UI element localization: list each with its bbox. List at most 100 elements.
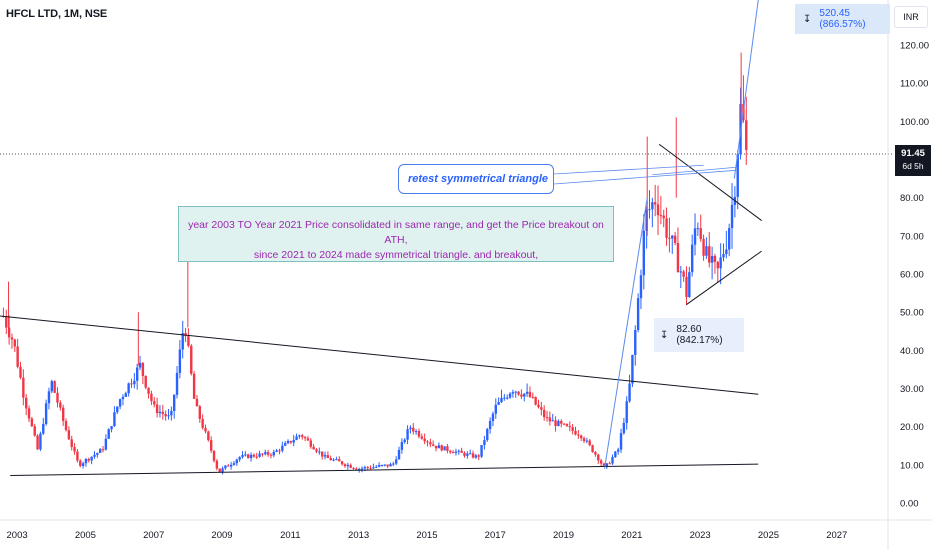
candle-body — [614, 451, 617, 458]
candle-body — [528, 391, 532, 397]
retest-callout[interactable]: retest symmetrical triangle — [398, 164, 554, 194]
candle-body — [224, 465, 227, 469]
candle-body — [406, 429, 409, 440]
candle-body — [190, 345, 193, 374]
candle-body — [286, 440, 290, 444]
candle-body — [346, 464, 349, 467]
candle-body — [87, 459, 90, 461]
measure-label-mid: ↧ 82.60 (842.17%) — [654, 318, 744, 352]
measure-line-mid — [604, 197, 648, 469]
candle-body — [64, 420, 68, 431]
candle-body — [585, 440, 589, 442]
candle-body — [375, 466, 378, 468]
consolidation-note[interactable]: year 2003 TO Year 2021 Price consolidate… — [178, 206, 614, 262]
candle-body — [625, 401, 628, 423]
candle-body — [187, 336, 190, 346]
callout-pointer-line — [553, 169, 738, 185]
candle-body — [696, 228, 700, 230]
candle-body — [668, 237, 671, 239]
y-tick-label: 70.00 — [900, 231, 924, 242]
candle-body — [81, 463, 85, 466]
candle-body — [306, 438, 310, 441]
candle-body — [238, 457, 241, 460]
measure-mid-text: 82.60 (842.17%) — [676, 324, 723, 346]
candle-body — [42, 424, 45, 434]
candle-body — [377, 465, 381, 467]
candle-body — [343, 464, 347, 467]
candle-body — [76, 451, 79, 461]
candle-body — [394, 459, 398, 464]
candle-body — [241, 455, 244, 458]
candle-body — [67, 430, 71, 440]
candle-body — [466, 453, 469, 456]
candle-body — [24, 397, 28, 409]
candle-body — [631, 354, 634, 384]
candle-body — [591, 445, 594, 453]
candle-body — [480, 445, 483, 457]
candle-body — [745, 120, 748, 150]
candle-body — [295, 436, 298, 440]
candle-body — [446, 446, 449, 451]
candle-body — [693, 228, 697, 245]
candle-body — [326, 455, 330, 459]
candle-body — [93, 454, 96, 457]
candle-body — [605, 463, 608, 466]
candle-body — [244, 454, 247, 456]
candle-body — [175, 372, 179, 395]
candle-body — [235, 459, 238, 464]
candle-body — [639, 275, 643, 299]
candle-body — [335, 459, 338, 461]
y-tick-label: 30.00 — [900, 384, 924, 395]
candle-body — [369, 467, 372, 469]
candle-body — [676, 242, 680, 273]
measure-line-top — [733, 0, 759, 179]
candle-body — [688, 272, 691, 298]
candle-body — [460, 450, 463, 453]
symbol-title[interactable]: HFCL LTD, 1M, NSE — [6, 8, 108, 20]
x-tick-label: 2003 — [7, 530, 28, 541]
candle-body — [198, 406, 201, 419]
candle-body — [315, 449, 318, 452]
measure-icon: ↧ — [803, 13, 812, 25]
candle-body — [673, 235, 677, 243]
candle-body — [486, 429, 489, 441]
candle-body — [207, 431, 210, 441]
candle-body — [172, 394, 176, 412]
candle-body — [434, 445, 438, 449]
x-tick-label: 2013 — [348, 530, 369, 541]
candle-body — [255, 456, 258, 458]
candle-body — [594, 452, 597, 455]
candle-body — [423, 438, 426, 442]
candle-body — [47, 391, 51, 404]
candle-body — [491, 413, 495, 421]
y-tick-label: 120.00 — [900, 41, 929, 52]
currency-button[interactable]: INR — [894, 6, 928, 28]
candle-body — [33, 426, 36, 436]
candle-body — [682, 271, 685, 277]
candle-body — [409, 427, 412, 430]
candle-body — [500, 397, 503, 403]
candle-body — [392, 463, 395, 465]
candle-body — [352, 467, 355, 469]
candle-body — [488, 420, 492, 430]
x-tick-label: 2021 — [621, 530, 642, 541]
candle-body — [389, 464, 392, 467]
candle-body — [642, 230, 645, 276]
candle-body — [616, 449, 620, 452]
candle-body — [209, 440, 213, 451]
candle-body — [565, 424, 569, 427]
candle-body — [710, 255, 714, 263]
candle-body — [517, 391, 520, 395]
candle-body — [713, 255, 717, 262]
candle-body — [113, 412, 116, 427]
x-tick-label: 2011 — [280, 530, 300, 541]
candle-body — [246, 454, 250, 459]
candle-body — [323, 455, 327, 457]
candle-body — [412, 427, 415, 432]
candle-body — [138, 362, 142, 368]
candle-body — [70, 439, 73, 447]
candle-body — [426, 441, 429, 443]
candle-body — [725, 249, 728, 255]
candle-body — [383, 464, 386, 466]
